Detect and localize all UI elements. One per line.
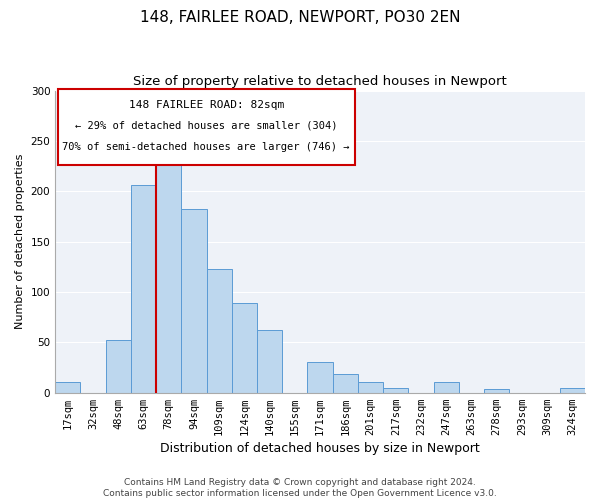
Bar	[232, 303, 257, 392]
FancyBboxPatch shape	[58, 89, 355, 164]
Bar	[383, 388, 409, 392]
Bar	[307, 362, 332, 392]
Bar	[257, 330, 282, 392]
Text: 70% of semi-detached houses are larger (746) →: 70% of semi-detached houses are larger (…	[62, 142, 350, 152]
Bar	[131, 185, 156, 392]
Bar	[332, 374, 358, 392]
Text: ← 29% of detached houses are smaller (304): ← 29% of detached houses are smaller (30…	[75, 121, 337, 131]
Y-axis label: Number of detached properties: Number of detached properties	[15, 154, 25, 330]
Bar	[560, 388, 585, 392]
Bar	[156, 151, 181, 392]
Bar	[106, 340, 131, 392]
Bar	[358, 382, 383, 392]
Bar	[181, 210, 206, 392]
Bar	[484, 388, 509, 392]
Text: Contains HM Land Registry data © Crown copyright and database right 2024.
Contai: Contains HM Land Registry data © Crown c…	[103, 478, 497, 498]
Bar	[206, 269, 232, 392]
Title: Size of property relative to detached houses in Newport: Size of property relative to detached ho…	[133, 75, 507, 88]
Text: 148 FAIRLEE ROAD: 82sqm: 148 FAIRLEE ROAD: 82sqm	[128, 100, 284, 110]
Bar	[434, 382, 459, 392]
X-axis label: Distribution of detached houses by size in Newport: Distribution of detached houses by size …	[160, 442, 480, 455]
Text: 148, FAIRLEE ROAD, NEWPORT, PO30 2EN: 148, FAIRLEE ROAD, NEWPORT, PO30 2EN	[140, 10, 460, 25]
Bar	[55, 382, 80, 392]
